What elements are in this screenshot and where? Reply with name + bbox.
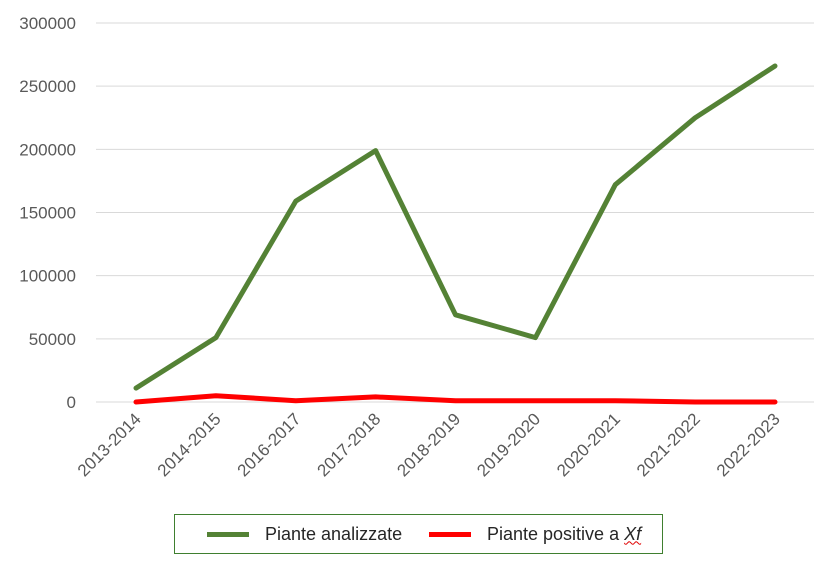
legend-item-piante-positive: Piante positive a Xf <box>429 515 641 553</box>
x-tick-label: 2016-2017 <box>234 409 305 480</box>
legend-label-piante-positive: Piante positive a Xf <box>487 524 641 545</box>
y-tick-label: 300000 <box>19 14 76 33</box>
x-tick-label: 2014-2015 <box>154 409 225 480</box>
legend-label-prefix: Piante positive a <box>487 523 625 544</box>
y-tick-label: 0 <box>67 393 76 412</box>
x-tick-label: 2022-2023 <box>713 409 784 480</box>
x-tick-label: 2018-2019 <box>393 409 464 480</box>
y-tick-label: 200000 <box>19 140 76 159</box>
line-chart: 0 50000 100000 150000 200000 250000 300000 201… <box>19 14 814 480</box>
series-line-piante-positive <box>133 393 778 405</box>
series-line-piante-analizzate <box>133 63 778 391</box>
y-tick-label: 250000 <box>19 77 76 96</box>
legend-swatch-red <box>429 531 471 537</box>
x-tick-label: 2019-2020 <box>473 409 544 480</box>
x-tick-label: 2013-2014 <box>74 409 145 480</box>
legend-item-piante-analizzate: Piante analizzate <box>207 515 402 553</box>
legend: Piante analizzate Piante positive a Xf <box>174 514 663 554</box>
legend-swatch-green <box>207 531 249 537</box>
legend-label-xf: Xf <box>624 523 642 544</box>
series-lines <box>133 63 778 405</box>
y-tick-label: 100000 <box>19 267 76 286</box>
x-axis-ticks: 2013-2014 2014-2015 2016-2017 2017-2018 2018… <box>74 409 784 480</box>
x-tick-label: 2020-2021 <box>553 409 624 480</box>
y-tick-label: 50000 <box>29 330 76 349</box>
x-tick-label: 2017-2018 <box>314 409 385 480</box>
y-tick-label: 150000 <box>19 204 76 223</box>
legend-label-piante-analizzate: Piante analizzate <box>265 523 403 544</box>
x-tick-label: 2021-2022 <box>633 409 704 480</box>
y-axis-ticks: 0 50000 100000 150000 200000 250000 300000 <box>19 14 76 412</box>
